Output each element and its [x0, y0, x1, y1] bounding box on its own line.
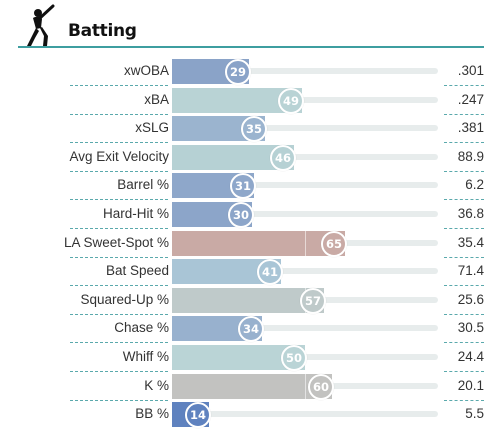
percentile-badge: 30: [228, 202, 254, 228]
stat-row: LA Sweet-Spot % 65 35.4: [0, 229, 496, 258]
bar-gridline: [305, 230, 306, 256]
percentile-badge: 29: [225, 59, 251, 85]
row-divider: [70, 142, 168, 144]
percentile-badge: 49: [278, 87, 304, 114]
row-divider: [444, 256, 484, 258]
stat-value: 35.4: [457, 234, 484, 250]
stat-value: 20.1: [457, 377, 484, 393]
stat-row: Bat Speed 41 71.4: [0, 257, 496, 287]
stat-label: Barrel %: [117, 177, 169, 193]
stat-value: 30.5: [457, 320, 484, 336]
stat-label: xwOBA: [123, 63, 169, 78]
stat-value: 6.2: [465, 177, 484, 193]
section-header: Batting: [0, 0, 496, 50]
stat-value: 5.5: [465, 406, 484, 422]
stat-label: K %: [144, 377, 169, 393]
percentile-track: [172, 211, 438, 217]
percentile-badge: 35: [241, 116, 267, 143]
percentile-track: [172, 125, 438, 132]
row-divider: [444, 228, 484, 229]
row-divider: [70, 313, 168, 315]
stat-row: Barrel % 31 6.2: [0, 171, 496, 201]
stat-value: 88.9: [457, 148, 484, 164]
row-divider: [70, 371, 168, 372]
percentile-badge: 50: [281, 345, 307, 371]
stat-row: K % 60 20.1: [0, 372, 496, 401]
row-divider: [444, 285, 484, 287]
stat-row: Squared-Up % 57 25.6: [0, 286, 496, 315]
row-divider: [70, 285, 168, 287]
row-divider: [70, 256, 168, 258]
stat-row: Hard-Hit % 30 36.8: [0, 200, 496, 229]
percentile-badge: 60: [308, 373, 334, 400]
percentile-track: [172, 96, 438, 103]
row-divider: [444, 142, 484, 144]
stat-label: Hard-Hit %: [102, 206, 169, 221]
stat-label: Chase %: [114, 320, 169, 336]
stat-row: BB % 14 5.5: [0, 400, 496, 429]
stat-label: Avg Exit Velocity: [69, 148, 169, 164]
stat-label: BB %: [135, 406, 169, 422]
row-divider: [444, 342, 484, 344]
percentile-track: [172, 411, 438, 418]
stat-row: xBA 49 .247: [0, 86, 496, 115]
stat-label: Whiff %: [122, 349, 169, 364]
percentile-badge: 65: [321, 230, 347, 257]
stat-row: Whiff % 50 24.4: [0, 343, 496, 372]
percentile-track: [172, 182, 438, 189]
stat-label: xBA: [144, 91, 169, 107]
stat-row: xSLG 35 .381: [0, 114, 496, 144]
percentile-badge: 57: [300, 287, 326, 314]
stat-value: 24.4: [457, 349, 484, 364]
percentile-bar: [172, 373, 332, 399]
row-divider: [444, 85, 484, 86]
row-divider: [70, 85, 168, 86]
stat-label: xSLG: [135, 120, 169, 136]
bar-gridline: [305, 373, 306, 399]
percentile-track: [172, 325, 438, 332]
percentile-badge: 14: [185, 402, 211, 429]
row-divider: [70, 399, 168, 401]
stat-row: xwOBA 29 .301: [0, 57, 496, 86]
stat-label: Squared-Up %: [80, 291, 169, 307]
stat-value: .381: [457, 120, 484, 136]
row-divider: [70, 113, 168, 115]
row-divider: [70, 199, 168, 201]
stat-value: 36.8: [457, 206, 484, 221]
stat-label: LA Sweet-Spot %: [63, 234, 169, 250]
stat-row: Avg Exit Velocity 46 88.9: [0, 143, 496, 172]
row-divider: [444, 399, 484, 401]
stat-value: .247: [457, 91, 484, 107]
section-title: Batting: [68, 21, 137, 41]
stat-value: 25.6: [457, 291, 484, 307]
stat-value: .301: [457, 63, 484, 78]
batter-silhouette-icon: [27, 4, 55, 46]
percentile-track: [172, 153, 438, 160]
percentile-badge: 31: [230, 173, 256, 200]
stat-value: 71.4: [457, 263, 484, 279]
percentile-track: [172, 268, 438, 275]
row-divider: [70, 342, 168, 344]
row-divider: [444, 313, 484, 315]
row-divider: [70, 228, 168, 229]
percentile-badge: 46: [270, 144, 296, 171]
stat-label: Bat Speed: [105, 263, 169, 279]
percentile-track: [172, 68, 438, 74]
section-divider: [18, 46, 484, 48]
stat-row: Chase % 34 30.5: [0, 314, 496, 344]
row-divider: [444, 371, 484, 372]
row-divider: [444, 170, 484, 172]
percentile-badge: 41: [257, 259, 283, 286]
row-divider: [444, 113, 484, 115]
row-divider: [70, 170, 168, 172]
percentile-bar: [172, 230, 345, 256]
row-divider: [444, 199, 484, 201]
percentile-badge: 34: [238, 316, 264, 343]
